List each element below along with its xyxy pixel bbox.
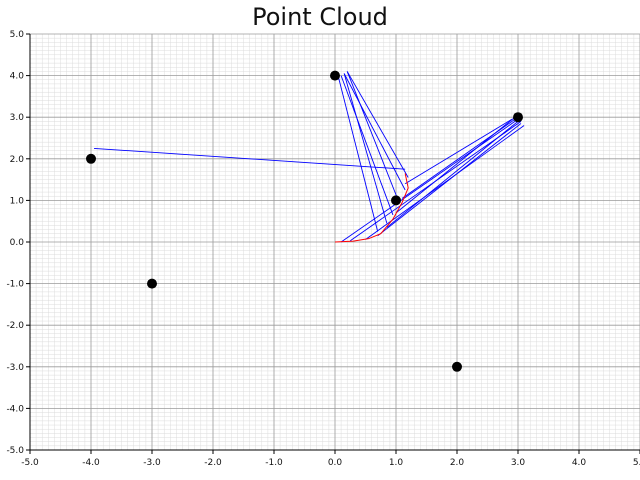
segment-line [346,71,409,178]
x-tick-label: 4.0 [572,458,587,468]
y-axis-ticks: -5.0 -4.0 -3.0 -2.0 -1.0 0.0 1.0 2.0 3.0 4.0 5.0 [6,30,30,456]
x-tick-label: -5.0 [21,458,39,468]
x-tick-label: 5.0 [633,458,640,468]
x-tick-label: -1.0 [265,458,283,468]
segment-line [340,118,519,243]
segment-line [377,123,522,237]
x-tick-label: 1.0 [389,458,404,468]
y-tick-label: 4.0 [10,72,25,82]
segment-line [340,75,394,216]
x-tick-label: 2.0 [450,458,465,468]
x-axis-ticks: -5.0 -4.0 -3.0 -2.0 -1.0 0.0 1.0 2.0 3.0 4.0 5.0 [21,450,640,468]
segment-line [94,147,406,170]
y-tick-label: -5.0 [6,446,24,456]
x-tick-label: -2.0 [204,458,222,468]
chart-title: Point Cloud [252,3,388,31]
y-tick-label: 1.0 [10,196,25,206]
segment-line [337,75,379,232]
segment-line [346,71,400,203]
data-point [86,153,96,164]
data-point [513,112,523,123]
y-tick-label: 0.0 [10,238,25,248]
path-line [334,173,409,243]
data-point [452,361,462,372]
y-tick-label: 2.0 [10,155,25,165]
data-points [86,70,523,372]
y-tick-label: -1.0 [6,280,24,290]
x-tick-label: -3.0 [143,458,161,468]
data-point [147,278,157,289]
y-tick-label: 3.0 [10,113,25,123]
x-tick-label: 3.0 [511,458,526,468]
segment-line [343,73,388,224]
x-tick-label: 0.0 [328,458,343,468]
data-point [391,195,401,206]
x-tick-label: -4.0 [82,458,100,468]
y-tick-label: -2.0 [6,321,24,331]
segment-line [343,73,406,191]
segment-line [401,118,516,199]
y-tick-label: -4.0 [6,404,24,414]
segment-line [404,118,513,185]
segment-lines [94,71,525,243]
path-polyline [334,173,409,243]
y-tick-label: -3.0 [6,363,24,373]
data-point [330,70,340,81]
segment-line [386,121,519,228]
y-tick-label: 5.0 [10,30,25,40]
